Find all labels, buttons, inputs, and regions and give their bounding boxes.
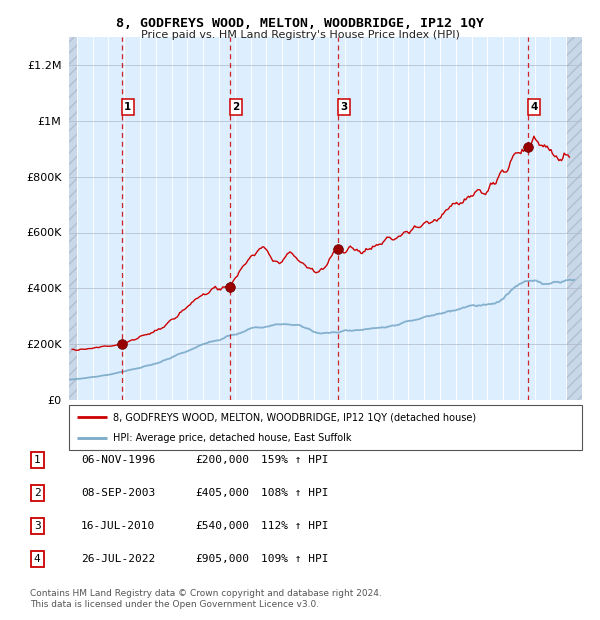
Text: 109% ↑ HPI: 109% ↑ HPI	[261, 554, 329, 564]
Text: 108% ↑ HPI: 108% ↑ HPI	[261, 488, 329, 498]
Text: HPI: Average price, detached house, East Suffolk: HPI: Average price, detached house, East…	[113, 433, 351, 443]
Text: £905,000: £905,000	[195, 554, 249, 564]
Text: 2: 2	[232, 102, 239, 112]
Text: 26-JUL-2022: 26-JUL-2022	[81, 554, 155, 564]
Text: 8, GODFREYS WOOD, MELTON, WOODBRIDGE, IP12 1QY (detached house): 8, GODFREYS WOOD, MELTON, WOODBRIDGE, IP…	[113, 412, 476, 422]
Text: 8, GODFREYS WOOD, MELTON, WOODBRIDGE, IP12 1QY: 8, GODFREYS WOOD, MELTON, WOODBRIDGE, IP…	[116, 17, 484, 30]
Text: 06-NOV-1996: 06-NOV-1996	[81, 455, 155, 465]
Text: 08-SEP-2003: 08-SEP-2003	[81, 488, 155, 498]
Text: 2: 2	[34, 488, 41, 498]
Text: 4: 4	[34, 554, 41, 564]
Text: Price paid vs. HM Land Registry's House Price Index (HPI): Price paid vs. HM Land Registry's House …	[140, 30, 460, 40]
Text: £405,000: £405,000	[195, 488, 249, 498]
Bar	[69, 37, 77, 400]
Text: 3: 3	[340, 102, 347, 112]
Text: 3: 3	[34, 521, 41, 531]
Bar	[566, 37, 582, 400]
Text: 4: 4	[530, 102, 538, 112]
Text: £200,000: £200,000	[195, 455, 249, 465]
Text: 16-JUL-2010: 16-JUL-2010	[81, 521, 155, 531]
Text: 1: 1	[124, 102, 131, 112]
Text: 1: 1	[34, 455, 41, 465]
Text: 112% ↑ HPI: 112% ↑ HPI	[261, 521, 329, 531]
Text: 159% ↑ HPI: 159% ↑ HPI	[261, 455, 329, 465]
Text: Contains HM Land Registry data © Crown copyright and database right 2024.
This d: Contains HM Land Registry data © Crown c…	[30, 590, 382, 609]
Text: £540,000: £540,000	[195, 521, 249, 531]
